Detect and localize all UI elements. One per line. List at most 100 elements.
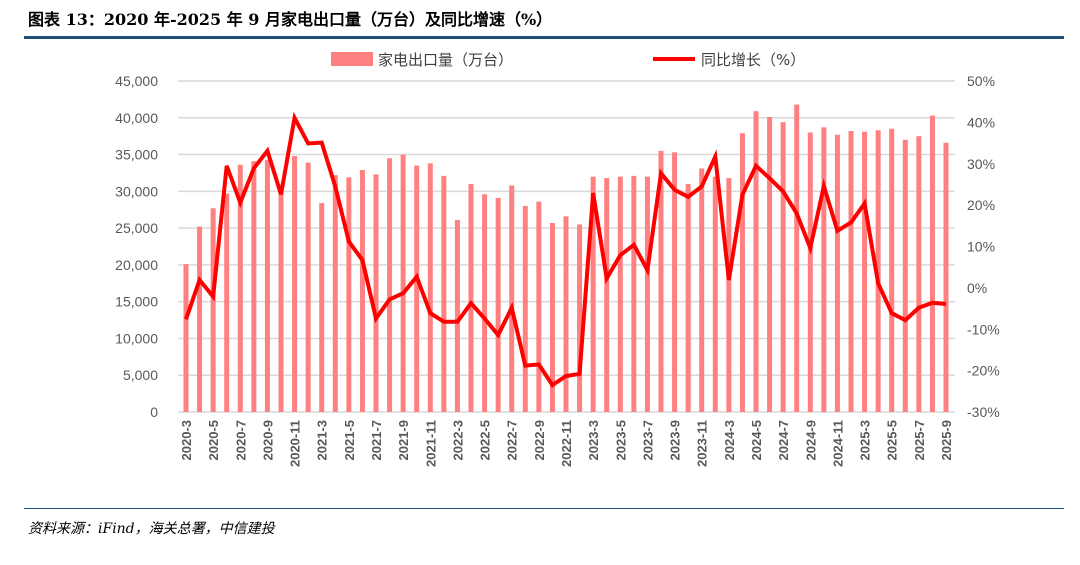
x-tick-label: 2024-3 (722, 420, 737, 460)
x-tick-label: 2021-11 (423, 420, 438, 467)
x-tick-label: 2021-9 (396, 420, 411, 460)
y-left-tick-label: 10,000 (115, 330, 158, 346)
legend-bar-swatch (331, 52, 373, 66)
bar (943, 142, 949, 412)
bar (889, 128, 895, 413)
y-right-tick-label: -30% (967, 404, 1000, 420)
bar (359, 170, 365, 412)
bar (210, 208, 216, 412)
bar (305, 162, 311, 412)
x-tick-label: 2024-5 (749, 420, 764, 460)
x-tick-label: 2023-3 (586, 420, 601, 460)
x-tick-label: 2024-11 (830, 420, 845, 467)
bar (726, 178, 732, 412)
bar (631, 175, 637, 412)
bar (441, 175, 447, 412)
x-tick-label: 2021-7 (369, 420, 384, 460)
bar (563, 216, 569, 412)
bar (807, 132, 813, 412)
bar (644, 176, 650, 412)
x-tick-label: 2022-3 (450, 420, 465, 460)
bar (264, 159, 270, 412)
chart-title: 图表 13：2020 年-2025 年 9 月家电出口量（万台）及同比增速（%） (28, 10, 553, 29)
bar (468, 183, 474, 412)
y-right-tick-label: 50% (967, 73, 995, 89)
y-right-tick-label: 10% (967, 239, 995, 255)
bar (658, 150, 664, 412)
bar (590, 176, 596, 412)
bar (522, 206, 528, 412)
y-left-tick-label: 45,000 (115, 73, 158, 89)
bar (454, 220, 460, 412)
bar (536, 201, 542, 412)
x-tick-label: 2020-3 (179, 420, 194, 460)
bar (509, 185, 515, 412)
bar (929, 115, 935, 413)
bar (834, 134, 840, 412)
bar (251, 161, 257, 412)
bar (237, 164, 243, 412)
chart: 0 5,000 10,000 15,000 20,000 25,000 30,000 35,0… (115, 51, 1000, 467)
bar (604, 178, 610, 412)
x-tick-label: 2024-9 (803, 420, 818, 460)
x-tick-label: 2021-5 (342, 420, 357, 460)
x-tick-label: 2021-3 (315, 420, 330, 460)
x-tick-label: 2023-11 (695, 420, 710, 467)
y-left-tick-label: 5,000 (123, 367, 158, 383)
x-tick-label: 2022-11 (559, 420, 574, 467)
bar (672, 152, 678, 413)
bar (373, 174, 379, 412)
title-rule (24, 36, 1064, 39)
x-tick-label: 2022-5 (478, 420, 493, 460)
y-left-tick-label: 0 (150, 404, 158, 420)
y-right-tick-label: -20% (967, 363, 1000, 379)
bar (780, 122, 786, 413)
x-tick-label: 2025-3 (858, 420, 873, 460)
bar (482, 194, 488, 412)
bar (346, 177, 352, 412)
bar (414, 165, 420, 412)
bar (821, 127, 827, 412)
y-left-tick-label: 35,000 (115, 147, 158, 163)
bar (875, 130, 881, 412)
y-right-tick-label: 30% (967, 156, 995, 172)
bar (767, 117, 773, 412)
y-left-tick-label: 15,000 (115, 294, 158, 310)
x-tick-label: 2025-9 (939, 420, 954, 460)
y-left-tick-label: 30,000 (115, 183, 158, 199)
bar (427, 163, 433, 412)
bar (292, 156, 298, 412)
x-tick-label: 2025-5 (885, 420, 900, 460)
bar (902, 139, 908, 412)
x-tick-label: 2020-5 (206, 420, 221, 460)
bar (848, 131, 854, 413)
x-tick-label: 2020-7 (233, 420, 248, 460)
footer-rule (24, 508, 1064, 509)
bar (794, 104, 800, 412)
source-note: 资料来源：iFind，海关总署，中信建投 (28, 521, 275, 537)
x-tick-label: 2020-11 (288, 420, 303, 467)
x-tick-label: 2024-7 (776, 420, 791, 460)
legend-bar-label: 家电出口量（万台） (378, 51, 513, 69)
bar (332, 175, 338, 412)
bar (862, 131, 868, 412)
bar (577, 224, 583, 412)
bar (699, 168, 705, 412)
bar (387, 158, 393, 412)
y-right-tick-label: 40% (967, 114, 995, 130)
x-tick-label: 2025-7 (912, 420, 927, 460)
bar (278, 187, 284, 412)
bar (197, 226, 203, 412)
y-left-tick-label: 40,000 (115, 110, 158, 126)
x-tick-label: 2022-9 (532, 420, 547, 460)
bar (617, 176, 623, 412)
y-right-tick-label: 0% (967, 280, 987, 296)
bar (183, 264, 189, 412)
bar (549, 222, 555, 412)
x-tick-label: 2023-5 (613, 420, 628, 460)
x-tick-label: 2023-9 (668, 420, 683, 460)
bar (224, 193, 230, 412)
bar (753, 111, 759, 412)
y-left-tick-label: 25,000 (115, 220, 158, 236)
y-right-tick-label: -10% (967, 321, 1000, 337)
